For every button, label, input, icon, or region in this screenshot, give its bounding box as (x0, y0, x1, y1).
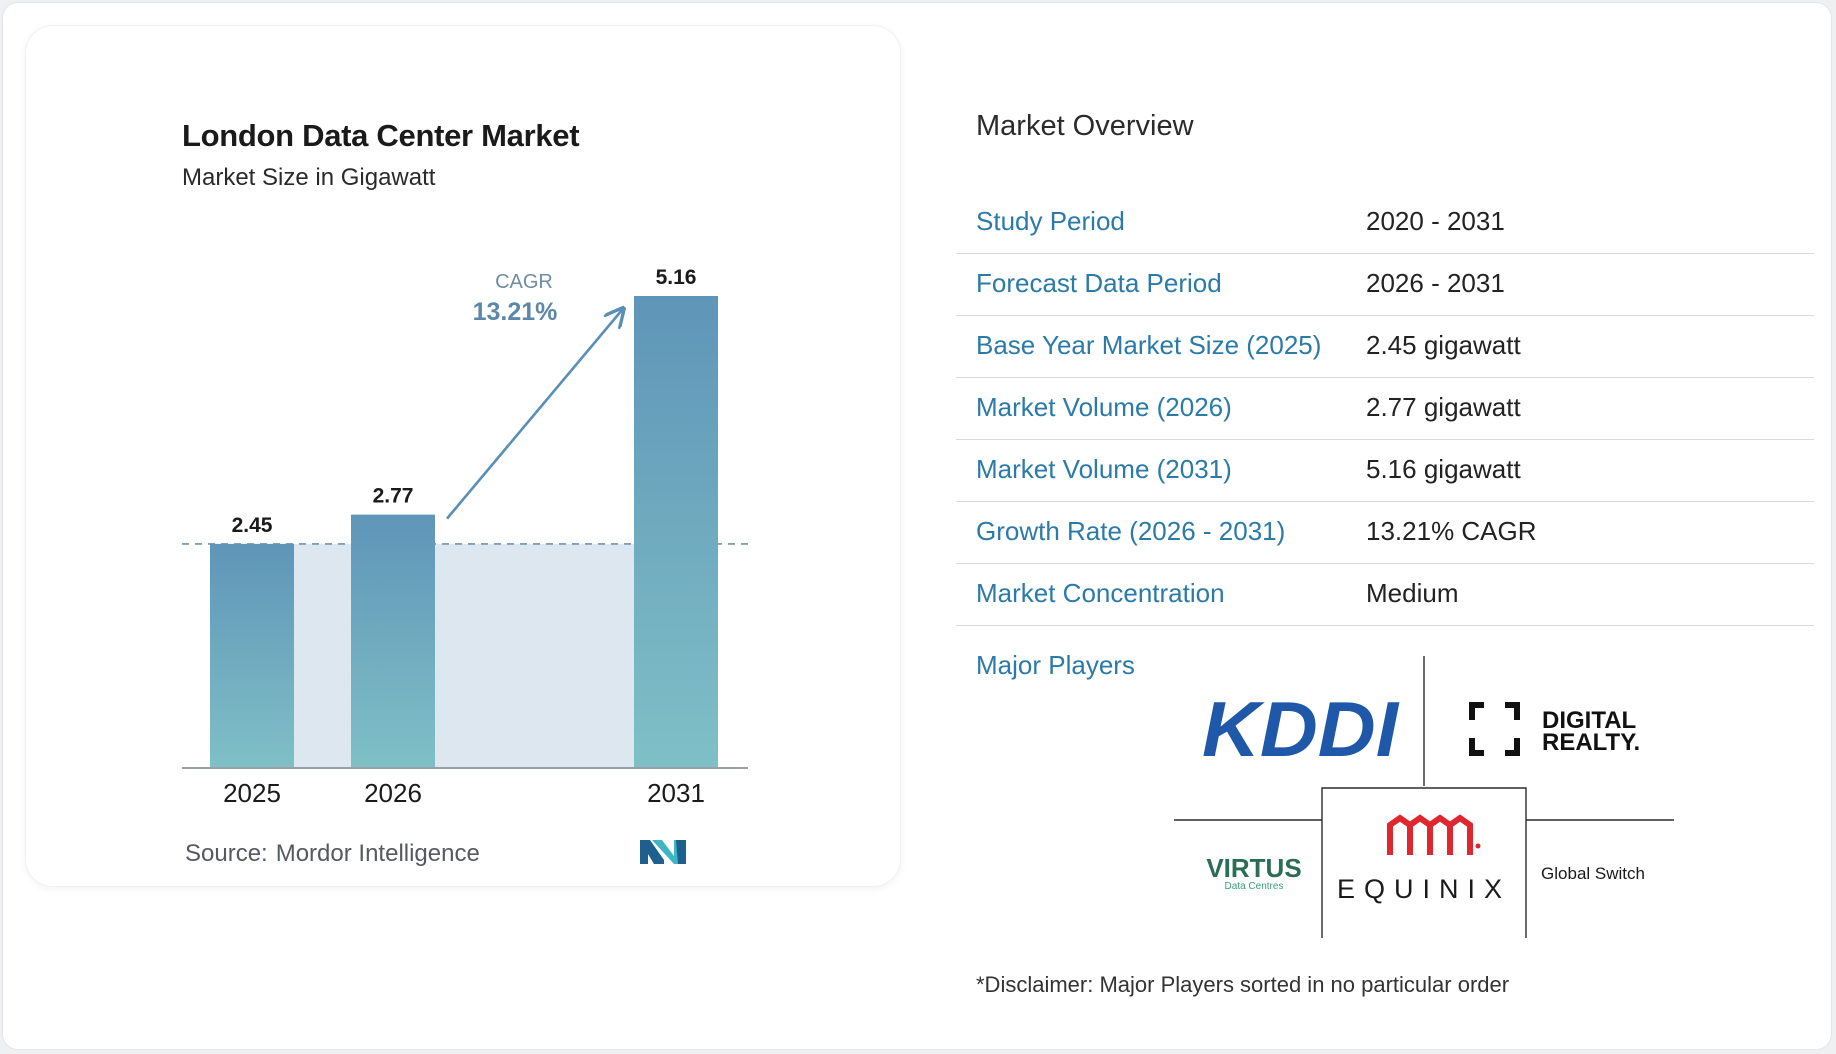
bar-2025 (210, 543, 294, 768)
major-players-label: Major Players (976, 650, 1135, 680)
row-label: Study Period (976, 206, 1125, 236)
row-value: 13.21% CAGR (1366, 516, 1537, 546)
overview-title: Market Overview (976, 110, 1194, 142)
bar-chart: 2.45 2025 2.77 2026 5.16 2031 CAGR 13.21% (182, 266, 752, 808)
row-value: 2026 - 2031 (1366, 268, 1505, 298)
data-label-2026: 2.77 (373, 485, 414, 508)
overview-row: Market Volume (2031) 5.16 gigawatt (956, 440, 1814, 502)
row-value: 2.77 gigawatt (1366, 392, 1521, 422)
cagr-label: CAGR (495, 271, 553, 293)
bar-2026 (351, 514, 435, 768)
source-label: Source: (185, 840, 268, 867)
row-label: Market Volume (2031) (976, 454, 1232, 484)
row-value: 2.45 gigawatt (1366, 330, 1521, 360)
chart-title: London Data Center Market (182, 118, 580, 153)
overview-table: Study Period 2020 - 2031 Forecast Data Pe… (956, 192, 1814, 626)
cagr-value: 13.21% (473, 298, 558, 326)
data-label-2025: 2.45 (232, 514, 273, 537)
overview-row: Market Concentration Medium (956, 564, 1814, 626)
x-tick-2026: 2026 (364, 778, 422, 808)
row-value: 5.16 gigawatt (1366, 454, 1521, 484)
row-label: Growth Rate (2026 - 2031) (976, 516, 1286, 546)
x-tick-2025: 2025 (223, 778, 281, 808)
mordor-logo-icon (640, 840, 686, 864)
source-value: Mordor Intelligence (275, 840, 480, 867)
overview-row: Base Year Market Size (2025) 2.45 gigawat… (956, 316, 1814, 378)
chart-subtitle: Market Size in Gigawatt (182, 164, 436, 191)
x-tick-2031: 2031 (647, 778, 705, 808)
row-label: Market Concentration (976, 578, 1225, 608)
cagr-arrow (446, 310, 622, 520)
row-value: Medium (1366, 578, 1459, 608)
row-value: 2020 - 2031 (1366, 206, 1505, 236)
row-label: Base Year Market Size (2025) (976, 330, 1322, 360)
overview-row: Study Period 2020 - 2031 (956, 192, 1814, 254)
source-note: Source: Mordor Intelligence (185, 840, 480, 868)
row-label: Market Volume (2026) (976, 392, 1232, 422)
disclaimer-note: *Disclaimer: Major Players sorted in no … (976, 972, 1510, 997)
overview-row: Market Volume (2026) 2.77 gigawatt (956, 378, 1814, 440)
data-label-2031: 5.16 (656, 266, 697, 289)
bar-2031 (634, 296, 718, 768)
row-label: Forecast Data Period (976, 268, 1222, 298)
overview-row: Forecast Data Period 2026 - 2031 (956, 254, 1814, 316)
overview-row: Growth Rate (2026 - 2031) 13.21% CAGR (956, 502, 1814, 564)
